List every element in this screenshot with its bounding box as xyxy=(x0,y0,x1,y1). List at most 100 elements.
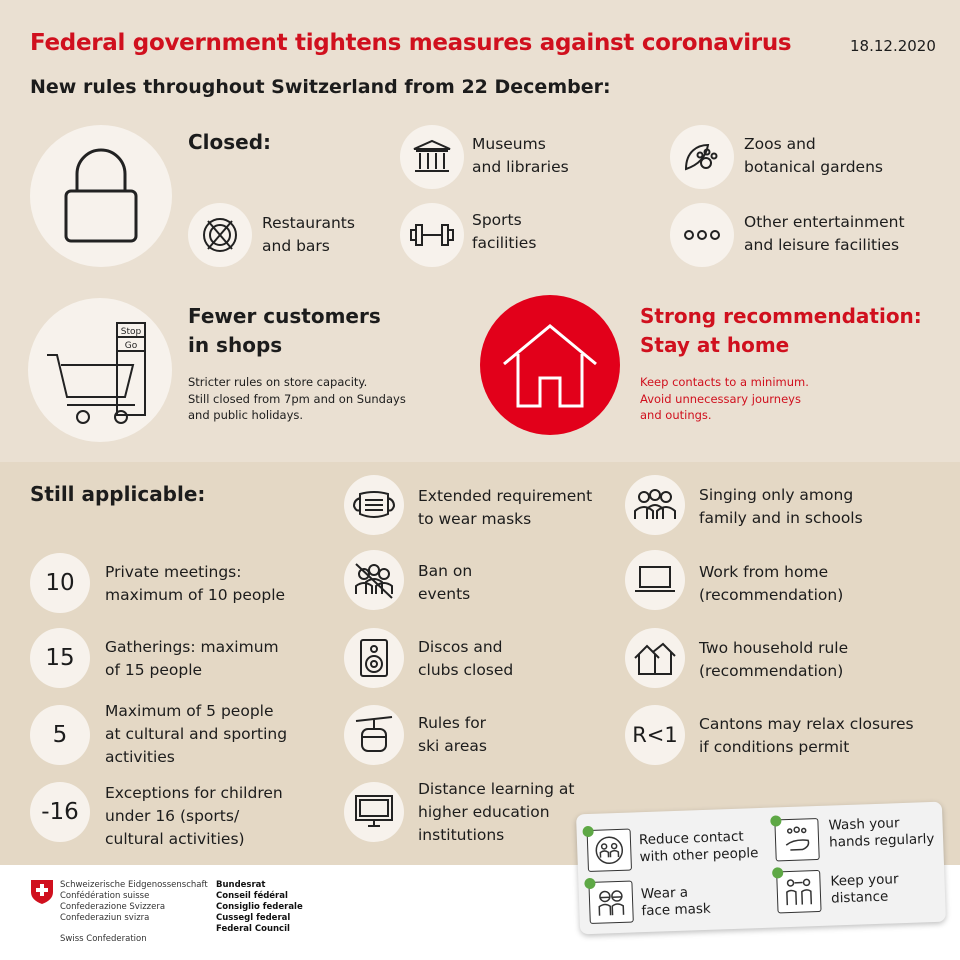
r-value-badge: R<1 xyxy=(625,705,685,765)
stop-label: Stop xyxy=(121,327,142,337)
line: clubs closed xyxy=(418,661,514,679)
line: distance xyxy=(830,888,889,907)
heading-line: Strong recommendation: xyxy=(640,304,922,328)
line: Maximum of 5 people xyxy=(105,702,274,720)
closed-item-other: Other entertainment and leisure facilitie… xyxy=(744,211,905,257)
line: face mask xyxy=(641,900,711,920)
line: Distance learning at xyxy=(418,780,575,798)
line: Singing only among xyxy=(699,486,854,504)
swiss-coat-of-arms-icon xyxy=(30,878,54,905)
rule-private-meetings: Private meetings: maximum of 10 people xyxy=(105,561,285,607)
line: (recommendation) xyxy=(699,586,844,604)
label: and leisure facilities xyxy=(744,236,900,254)
line: Avoid unnecessary journeys xyxy=(640,391,801,406)
line: higher education xyxy=(418,803,550,821)
line: events xyxy=(418,585,471,603)
line: Bundesrat xyxy=(216,880,266,890)
paw-leaf-icon xyxy=(670,125,734,189)
shops-heading: Fewer customers in shops xyxy=(188,302,381,360)
dumbbell-icon xyxy=(400,203,464,267)
hygiene-card: Reduce contact with other people Wash you… xyxy=(576,801,946,935)
line: maximum of 10 people xyxy=(105,586,286,604)
heading-line: in shops xyxy=(188,333,283,357)
label: and bars xyxy=(262,237,330,255)
laptop-icon xyxy=(625,550,685,610)
rule-cantons: Cantons may relax closures if conditions … xyxy=(699,713,914,759)
two-houses-icon xyxy=(625,628,685,688)
confederation-names: Schweizerische Eidgenossenschaft Confédér… xyxy=(60,880,208,945)
line: if conditions permit xyxy=(699,738,850,756)
line: to wear masks xyxy=(418,510,532,528)
check-icon xyxy=(770,815,782,827)
cable-car-icon xyxy=(344,705,404,765)
label: Other entertainment xyxy=(744,213,905,231)
heading-line: Fewer customers xyxy=(188,304,381,328)
federal-council-names: Bundesrat Conseil fédéral Consiglio federa… xyxy=(216,880,303,935)
rule-two-household: Two household rule (recommendation) xyxy=(699,637,848,683)
line: with other people xyxy=(639,845,759,866)
dots-icon xyxy=(670,203,734,267)
line: activities xyxy=(105,748,175,766)
monitor-icon xyxy=(344,782,404,842)
check-icon xyxy=(582,825,594,838)
check-icon xyxy=(584,877,596,890)
go-label: Go xyxy=(125,341,138,351)
museum-icon xyxy=(400,125,464,189)
rule-events: Ban on events xyxy=(418,560,472,606)
number-badge: -16 xyxy=(30,782,90,842)
line: cultural activities) xyxy=(105,830,245,848)
line: Confederaziun svizra xyxy=(60,913,150,923)
card-item-wash-hands: Wash your hands regularly xyxy=(828,814,934,852)
line: Gatherings: maximum xyxy=(105,638,279,656)
rule-distance-learning: Distance learning at higher education inst… xyxy=(418,778,574,847)
closed-item-sports: Sports facilities xyxy=(472,209,536,255)
line: Discos and xyxy=(418,638,503,656)
shopping-cart-icon: Stop Go xyxy=(28,298,172,442)
card-item-reduce-contact: Reduce contact with other people xyxy=(639,828,759,866)
card-item-distance: Keep your distance xyxy=(830,871,899,907)
date: 18.12.2020 xyxy=(850,37,936,55)
line: Extended requirement xyxy=(418,487,593,505)
line: Cantons may relax closures xyxy=(699,715,914,733)
line: at cultural and sporting xyxy=(105,725,288,743)
line: of 15 people xyxy=(105,661,203,679)
line: Exceptions for children xyxy=(105,784,283,802)
line: Ban on xyxy=(418,562,473,580)
line: ski areas xyxy=(418,737,487,755)
line: family and in schools xyxy=(699,509,863,527)
heading-line: Stay at home xyxy=(640,333,790,357)
rule-singing: Singing only among family and in schools xyxy=(699,484,863,530)
rule-work-from-home: Work from home (recommendation) xyxy=(699,561,843,607)
line: Still closed from 7pm and on Sundays xyxy=(188,391,406,406)
closed-heading: Closed: xyxy=(188,130,272,154)
closed-item-restaurants: Restaurants and bars xyxy=(262,212,355,258)
label: and libraries xyxy=(472,158,569,176)
line: Cussegl federal xyxy=(216,913,291,923)
shops-description: Stricter rules on store capacity. Still c… xyxy=(188,374,406,424)
page-title: Federal government tightens measures aga… xyxy=(30,30,792,56)
number-badge: 5 xyxy=(30,705,90,765)
singing-group-icon xyxy=(625,475,685,535)
line: Conseil fédéral xyxy=(216,891,288,901)
distance-icon xyxy=(771,867,822,914)
line: (recommendation) xyxy=(699,662,844,680)
line: Confédération suisse xyxy=(60,891,150,901)
check-icon xyxy=(771,867,784,879)
face-mask-people-icon xyxy=(584,877,634,925)
home-heading: Strong recommendation: Stay at home xyxy=(640,302,922,360)
mask-icon xyxy=(344,475,404,535)
speaker-icon xyxy=(344,628,404,688)
line: Schweizerische Eidgenossenschaft xyxy=(60,880,208,890)
line: and public holidays. xyxy=(188,408,304,422)
line: Rules for xyxy=(418,714,487,732)
line: Stricter rules on store capacity. xyxy=(188,375,368,389)
label: botanical gardens xyxy=(744,158,883,176)
line: Keep contacts to a minimum. xyxy=(640,375,809,389)
label: facilities xyxy=(472,234,537,252)
lock-icon xyxy=(30,125,172,267)
label: Sports xyxy=(472,211,522,229)
still-applicable-section xyxy=(0,462,960,865)
rule-gatherings: Gatherings: maximum of 15 people xyxy=(105,636,279,682)
line: and outings. xyxy=(640,408,712,422)
line: Private meetings: xyxy=(105,563,242,581)
